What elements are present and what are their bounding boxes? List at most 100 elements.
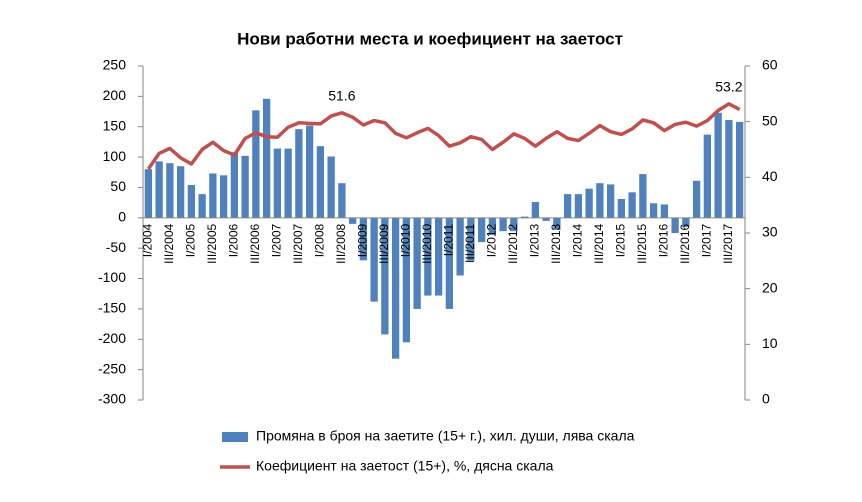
bar bbox=[488, 217, 497, 235]
bar bbox=[316, 146, 325, 218]
bar bbox=[735, 121, 744, 218]
legend-swatch bbox=[222, 432, 248, 442]
bar bbox=[660, 204, 669, 218]
bar bbox=[692, 180, 701, 218]
bar bbox=[198, 194, 206, 218]
y2-tick-label: 60 bbox=[762, 57, 778, 73]
bar bbox=[725, 120, 733, 218]
x-tick-label: I/2017 bbox=[700, 224, 714, 258]
y-tick-label: -50 bbox=[106, 239, 126, 255]
y-tick-label: -250 bbox=[98, 360, 126, 376]
bar bbox=[219, 175, 228, 218]
bar bbox=[370, 217, 378, 302]
bar bbox=[703, 134, 712, 218]
y-tick-label: 100 bbox=[103, 148, 127, 164]
x-tick-label: I/2012 bbox=[485, 224, 499, 258]
bar bbox=[585, 188, 593, 218]
y2-tick-label: 40 bbox=[762, 168, 778, 184]
bar bbox=[628, 192, 636, 218]
bar bbox=[531, 202, 540, 218]
x-tick-label: III/2009 bbox=[377, 223, 391, 263]
x-tick-label: I/2005 bbox=[184, 224, 198, 258]
bar bbox=[391, 217, 400, 359]
bar bbox=[176, 166, 185, 218]
y-tick-label: 0 bbox=[118, 209, 126, 225]
x-tick-label: III/2015 bbox=[635, 223, 649, 263]
x-tick-label: I/2013 bbox=[528, 224, 542, 258]
bar bbox=[402, 217, 411, 343]
y-tick-label: 250 bbox=[103, 57, 127, 73]
bar bbox=[596, 183, 604, 218]
bar bbox=[262, 98, 271, 218]
x-tick-label: III/2016 bbox=[678, 223, 692, 263]
bar bbox=[155, 161, 163, 218]
bar bbox=[499, 217, 507, 232]
y-tick-label: 50 bbox=[110, 178, 126, 194]
x-tick-label: III/2014 bbox=[592, 223, 606, 263]
bar bbox=[520, 216, 529, 218]
bar bbox=[542, 217, 550, 221]
bar bbox=[348, 217, 357, 224]
bar bbox=[563, 194, 572, 218]
x-tick-label: III/2010 bbox=[420, 223, 434, 263]
bar bbox=[682, 217, 690, 227]
bar bbox=[574, 194, 583, 218]
y-tick-label: 200 bbox=[103, 87, 127, 103]
bar bbox=[456, 217, 464, 276]
bar bbox=[477, 217, 486, 243]
bar bbox=[252, 110, 260, 218]
y2-tick-label: 10 bbox=[762, 335, 778, 351]
bar bbox=[381, 217, 389, 335]
y-tick-label: 150 bbox=[103, 117, 127, 133]
x-tick-label: I/2008 bbox=[313, 224, 327, 258]
bar bbox=[187, 185, 196, 218]
x-tick-label: III/2012 bbox=[506, 223, 520, 263]
bar bbox=[510, 217, 518, 232]
x-tick-label: III/2013 bbox=[549, 223, 563, 263]
bar bbox=[209, 173, 217, 218]
chart-title: Нови работни места и коефициент на заето… bbox=[237, 29, 623, 48]
y2-tick-label: 30 bbox=[762, 224, 778, 240]
x-tick-label: III/2011 bbox=[463, 223, 477, 262]
x-tick-label: III/2006 bbox=[248, 223, 262, 263]
bar bbox=[606, 184, 615, 218]
legend-label: Промяна в броя на заетите (15+ г.), хил.… bbox=[256, 428, 635, 444]
x-tick-label: I/2007 bbox=[270, 224, 284, 258]
bar bbox=[327, 156, 335, 218]
bar bbox=[553, 217, 561, 230]
x-tick-label: I/2014 bbox=[571, 224, 585, 258]
x-tick-label: III/2005 bbox=[205, 223, 219, 263]
bar bbox=[424, 217, 432, 296]
data-label: 53.2 bbox=[715, 79, 742, 95]
bar bbox=[434, 217, 443, 296]
x-tick-label: III/2007 bbox=[291, 223, 305, 263]
bar bbox=[445, 217, 454, 309]
x-tick-label: III/2004 bbox=[162, 223, 176, 263]
bar bbox=[305, 125, 314, 218]
bar bbox=[273, 148, 282, 218]
bar bbox=[338, 183, 346, 218]
legend-label: Коефициент на заетост (15+), %, дясна ск… bbox=[256, 458, 554, 474]
bar bbox=[649, 203, 658, 218]
bar bbox=[467, 217, 475, 261]
data-label: 51.6 bbox=[328, 87, 355, 103]
x-tick-label: I/2015 bbox=[614, 224, 628, 258]
y2-tick-label: 0 bbox=[762, 391, 770, 407]
y-tick-label: -300 bbox=[98, 391, 126, 407]
bar bbox=[359, 217, 368, 261]
y-tick-label: -200 bbox=[98, 330, 126, 346]
bar bbox=[639, 174, 647, 218]
bar bbox=[166, 163, 174, 218]
y-tick-label: -100 bbox=[98, 269, 126, 285]
x-tick-label: I/2010 bbox=[399, 224, 413, 258]
line bbox=[146, 102, 741, 170]
bar bbox=[413, 217, 421, 309]
y-tick-label: -150 bbox=[98, 300, 126, 316]
bar bbox=[284, 148, 292, 218]
x-tick-label: III/2008 bbox=[334, 223, 348, 263]
x-tick-label: I/2006 bbox=[227, 224, 241, 258]
x-tick-label: I/2009 bbox=[356, 224, 370, 258]
x-tick-label: I/2016 bbox=[657, 224, 671, 258]
